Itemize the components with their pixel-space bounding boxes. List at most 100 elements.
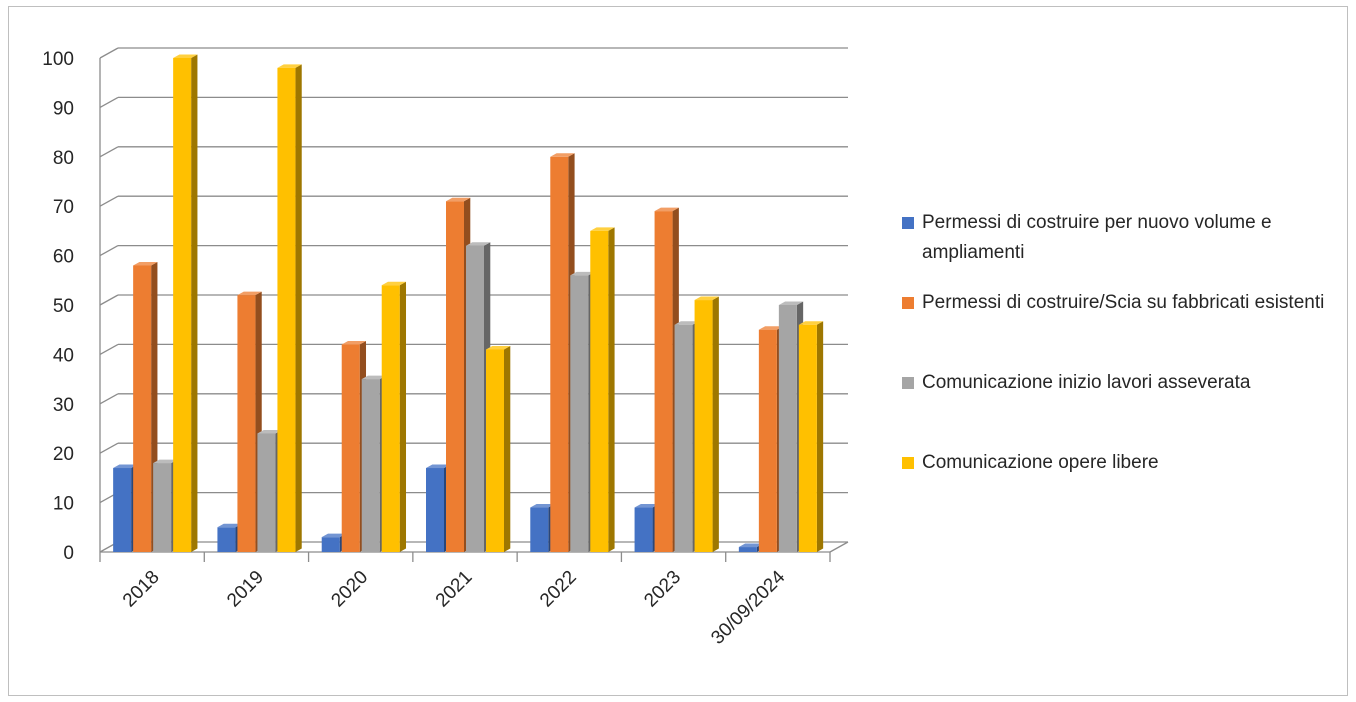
bar-top xyxy=(426,464,451,469)
bar xyxy=(798,324,817,552)
y-tick-label: 90 xyxy=(53,98,74,119)
bar xyxy=(530,507,549,552)
bar-top xyxy=(217,523,242,528)
bar-top xyxy=(590,227,615,231)
bar xyxy=(674,324,693,552)
bar xyxy=(381,285,400,552)
gridline-depth xyxy=(99,442,119,454)
bar-top xyxy=(738,543,764,548)
bar xyxy=(361,379,380,552)
bar xyxy=(570,275,589,552)
y-tick-label: 0 xyxy=(63,543,74,564)
bar-side xyxy=(399,281,407,552)
bar xyxy=(237,295,256,552)
y-tick-label: 20 xyxy=(53,444,74,465)
legend-label: Comunicazione inizio lavori asseverata xyxy=(922,372,1251,393)
floor-right-edge xyxy=(829,541,849,553)
bar xyxy=(778,305,797,552)
legend-swatch xyxy=(902,297,914,309)
x-tick-label: 2020 xyxy=(328,567,373,612)
legend-swatch xyxy=(902,217,914,229)
y-tick-label: 40 xyxy=(53,345,74,366)
legend-item-permessi-nuovo-volume: Permessi di costruire per nuovo volume e… xyxy=(902,208,1342,268)
bar xyxy=(277,67,296,552)
bar-top xyxy=(173,54,198,58)
bar-top xyxy=(153,459,178,464)
gridline-depth xyxy=(99,195,119,207)
x-tick-label: 2022 xyxy=(536,567,581,612)
bar-top xyxy=(654,207,679,212)
bar-top xyxy=(694,296,719,301)
legend-label: Permessi di costruire per nuovo volume e… xyxy=(922,212,1272,263)
bar xyxy=(486,349,504,552)
bar xyxy=(634,507,653,552)
bar xyxy=(153,463,172,552)
bar-top xyxy=(277,64,302,68)
bar-top xyxy=(798,321,824,325)
y-tick-label: 80 xyxy=(53,148,74,169)
bar-top xyxy=(778,301,804,305)
bar-top xyxy=(133,261,158,266)
x-tick-label: 2021 xyxy=(432,567,477,612)
y-tick-label: 30 xyxy=(53,395,74,416)
legend-swatch xyxy=(902,457,914,469)
y-tick-label: 50 xyxy=(53,296,74,317)
bar xyxy=(590,230,609,552)
gridline-depth xyxy=(99,96,119,108)
bar-top xyxy=(237,291,262,296)
bar xyxy=(321,537,340,552)
bar xyxy=(654,211,673,552)
legend-item-cila: Comunicazione inizio lavori asseverata xyxy=(902,368,1342,398)
bar-side xyxy=(504,345,511,552)
legend-swatch xyxy=(902,377,914,389)
gridline-depth xyxy=(99,47,119,59)
legend-item-permessi-fabbricati-esistenti: Permessi di costruire/Scia su fabbricati… xyxy=(902,288,1342,318)
bar xyxy=(446,201,464,552)
bar-top xyxy=(570,271,595,276)
bar xyxy=(466,245,484,552)
y-tick-label: 70 xyxy=(53,197,74,218)
bar-top xyxy=(321,533,347,538)
bar xyxy=(694,300,713,552)
bar-top xyxy=(341,341,367,345)
bar-top xyxy=(674,321,699,325)
bar-top xyxy=(113,464,138,469)
bar-top xyxy=(634,504,659,508)
bar xyxy=(550,156,569,553)
bar xyxy=(426,468,444,552)
bar xyxy=(738,547,757,552)
y-tick-label: 60 xyxy=(53,247,74,268)
gridline-depth xyxy=(99,393,119,405)
y-tick-label: 10 xyxy=(53,494,74,515)
bar xyxy=(113,468,132,552)
y-tick-label: 100 xyxy=(42,49,74,70)
bar-side xyxy=(608,227,615,552)
gridline-depth xyxy=(99,245,119,257)
bar-top xyxy=(758,326,784,330)
bar xyxy=(217,527,236,552)
bar-top xyxy=(381,281,407,286)
bar xyxy=(133,265,152,552)
bar-top xyxy=(361,375,387,380)
gridline-depth xyxy=(99,146,119,158)
bar-top xyxy=(550,153,575,157)
x-tick-label: 2019 xyxy=(223,567,268,612)
bar-side xyxy=(191,54,198,552)
x-tick-label: 30/09/2024 xyxy=(707,566,789,648)
bar-side xyxy=(816,321,824,552)
legend-item-opere-libere: Comunicazione opere libere xyxy=(902,448,1342,478)
bar-side xyxy=(712,296,719,552)
bar-top xyxy=(257,429,282,434)
bar-side xyxy=(295,64,302,552)
x-tick-label: 2018 xyxy=(119,567,164,612)
bar-top xyxy=(486,345,511,350)
bar-top xyxy=(530,504,555,508)
bar-top xyxy=(466,242,491,246)
gridline-depth xyxy=(99,294,119,306)
gridline-depth xyxy=(99,343,119,355)
legend-label: Permessi di costruire/Scia su fabbricati… xyxy=(922,292,1325,313)
bar xyxy=(758,329,777,552)
bar xyxy=(173,58,192,552)
bar xyxy=(341,344,360,552)
